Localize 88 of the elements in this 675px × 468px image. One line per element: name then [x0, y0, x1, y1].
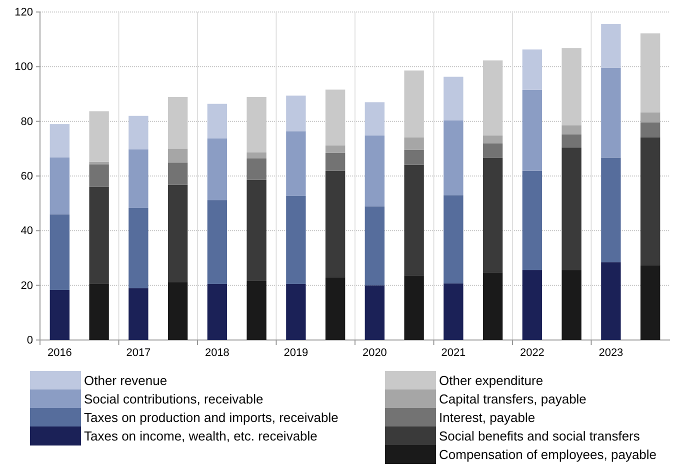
legend-label: Other revenue	[84, 373, 168, 388]
bar	[482, 158, 503, 272]
bar	[562, 270, 582, 340]
bar	[325, 170, 346, 278]
bar	[168, 148, 188, 163]
bar	[325, 145, 346, 153]
bar	[444, 76, 464, 120]
legend-label: Social contributions, receivable	[84, 392, 264, 406]
bar	[168, 162, 188, 185]
bar	[601, 158, 621, 262]
legend-label: Other expenditure	[439, 373, 544, 388]
bar	[404, 164, 424, 276]
bar	[364, 285, 385, 340]
bar	[128, 149, 148, 208]
y-tick-label: 0	[26, 334, 33, 347]
bar	[128, 116, 148, 150]
bar	[325, 152, 346, 171]
bar	[286, 96, 306, 132]
bar	[364, 206, 385, 286]
x-tick-label: 2016	[47, 347, 72, 360]
bar	[246, 158, 266, 180]
y-tick-label: 120	[14, 6, 33, 19]
x-tick-label: 2020	[362, 347, 387, 360]
bar	[640, 122, 660, 138]
bar	[562, 125, 582, 134]
bar	[444, 120, 464, 196]
y-tick-label: 40	[20, 225, 33, 238]
legend-label: Social benefits and social transfers	[439, 428, 640, 444]
bar	[50, 290, 70, 340]
bar	[640, 265, 660, 340]
bar	[50, 214, 70, 290]
legend-label: Taxes on production and imports, receivable	[84, 410, 338, 425]
bar	[207, 284, 228, 340]
bar	[640, 137, 660, 266]
bar	[522, 170, 542, 270]
bar	[89, 284, 109, 340]
bar	[207, 138, 228, 200]
bar	[286, 131, 306, 196]
bar	[128, 288, 148, 340]
bar	[246, 280, 266, 340]
bar	[364, 136, 385, 206]
bar	[482, 136, 503, 144]
bar	[522, 270, 542, 340]
y-tick-label: 60	[20, 170, 33, 183]
bar	[601, 24, 621, 68]
bar	[601, 262, 621, 340]
bar	[522, 49, 542, 90]
bar	[444, 283, 464, 340]
bar	[89, 164, 109, 187]
y-tick-label: 100	[14, 61, 33, 74]
legend-label: Compensation of employees, payable	[439, 447, 657, 462]
bar	[404, 150, 424, 165]
bar	[89, 162, 109, 165]
legend-label: Capital transfers, payable	[439, 392, 586, 406]
bar	[286, 196, 306, 284]
bar	[482, 272, 503, 340]
x-tick-label: 2022	[520, 347, 544, 360]
x-tick-label: 2018	[204, 347, 230, 360]
bar	[286, 284, 306, 340]
bar	[50, 157, 70, 214]
bar	[522, 90, 542, 171]
x-tick-label: 2017	[126, 347, 151, 360]
bar	[404, 137, 424, 150]
legend-label: Interest, payable	[439, 410, 536, 425]
bar	[562, 134, 582, 148]
x-tick-label: 2019	[284, 347, 308, 360]
bar	[601, 68, 621, 158]
bar	[50, 124, 70, 158]
bar	[640, 112, 660, 122]
bar	[128, 208, 148, 288]
bar	[404, 275, 424, 340]
bar	[168, 282, 188, 340]
bar	[325, 277, 346, 340]
bar	[562, 148, 582, 270]
y-tick-label: 80	[20, 116, 33, 128]
bar	[89, 186, 109, 284]
bar	[364, 102, 385, 136]
x-tick-label: 2021	[441, 347, 466, 360]
bar	[444, 195, 464, 284]
bar	[246, 152, 266, 159]
bar	[207, 200, 228, 284]
y-tick-label: 20	[20, 280, 33, 292]
bar	[246, 180, 266, 281]
legend-label: Taxes on income, wealth, etc. receivable	[84, 428, 318, 444]
x-tick-label: 2023	[598, 347, 624, 360]
bar	[207, 104, 228, 138]
bar	[168, 184, 188, 282]
bar	[482, 143, 503, 158]
